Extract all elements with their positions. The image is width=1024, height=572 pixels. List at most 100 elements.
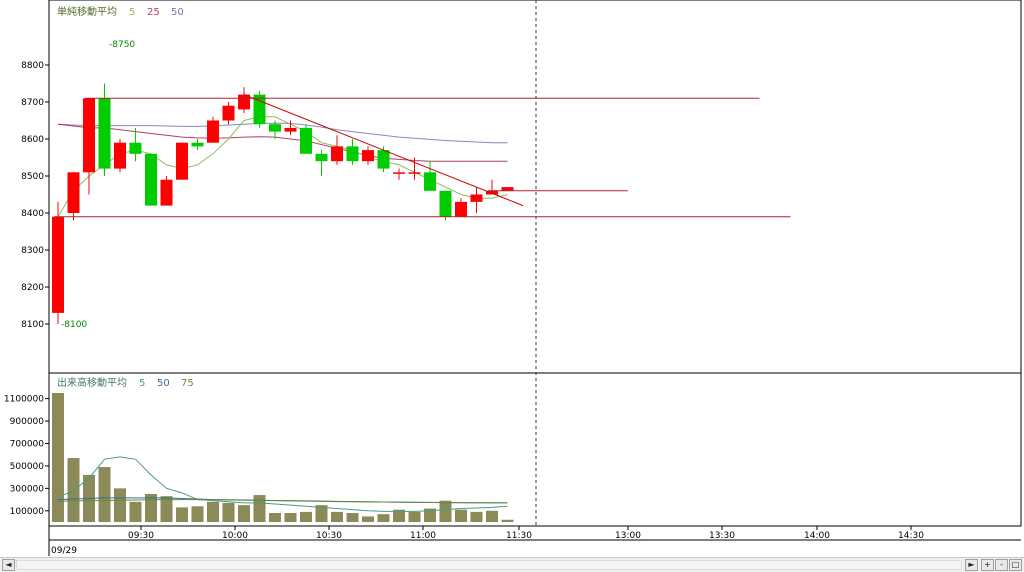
candle-body (83, 98, 95, 173)
price-tick-label: 8100 (21, 320, 44, 330)
time-tick-label: 11:00 (410, 531, 436, 541)
volume-bar (160, 496, 173, 522)
time-tick-label: 13:30 (709, 531, 735, 541)
candle-body (222, 105, 235, 121)
volume-indicator-legend: 出来高移動平均 5 50 75 (57, 376, 194, 389)
volume-bar (114, 488, 126, 522)
price-tick-label: 8200 (21, 283, 44, 293)
volume-bar (455, 509, 467, 522)
volume-ma5-line (57, 456, 508, 512)
volume-bar (377, 514, 390, 522)
volume-bar (501, 519, 514, 522)
volume-bar (253, 495, 266, 522)
volume-bar (424, 508, 436, 522)
price-ma25-line (57, 123, 508, 162)
ma-period-50: 50 (171, 7, 184, 18)
price-indicator-label: 単純移動平均 (57, 5, 117, 18)
candle-body (486, 190, 498, 195)
candle-body (377, 150, 390, 169)
volume-bar (362, 516, 374, 522)
scroll-right-button[interactable]: ► (965, 559, 978, 571)
candle-body (67, 172, 80, 213)
volume-bar (145, 493, 157, 522)
ma-period-5: 5 (129, 7, 135, 18)
candle-body (470, 194, 483, 202)
volume-y-axis: 100000 300000 500000 700000 900000 1100000 (4, 395, 49, 517)
volume-bar (98, 467, 111, 522)
reset-view-button[interactable]: □ (1009, 559, 1022, 571)
volume-indicator-label: 出来高移動平均 (57, 376, 127, 389)
low-marker: -8100 (61, 320, 87, 330)
scroll-track[interactable] (16, 560, 962, 570)
volume-bar (284, 513, 297, 522)
volume-bar (346, 513, 359, 522)
high-marker: -8750 (109, 40, 135, 50)
volume-tick-label: 100000 (10, 507, 45, 517)
candle-body (160, 179, 173, 206)
volume-bar (439, 500, 452, 522)
volume-tick-label: 1100000 (4, 395, 44, 405)
volume-bar (176, 507, 188, 522)
ma-period-25: 25 (147, 7, 160, 18)
horizontal-scrollbar[interactable]: ◄ ► + - □ (0, 557, 1024, 572)
volume-bar (300, 511, 312, 522)
volume-bar (331, 511, 343, 522)
volume-bar (408, 511, 421, 522)
volume-bar (129, 501, 142, 522)
time-tick-label: 14:30 (898, 531, 924, 541)
date-label: 09/29 (51, 546, 77, 556)
time-tick-label: 10:30 (316, 531, 342, 541)
volume-bar (315, 505, 328, 522)
volume-bar (207, 501, 219, 522)
candle-body (300, 127, 312, 154)
price-tick-label: 8800 (21, 61, 44, 71)
volume-bar (191, 506, 204, 522)
candle-body (129, 142, 142, 154)
volume-bar (470, 511, 483, 522)
candlesticks (52, 83, 514, 324)
price-tick-label: 8500 (21, 172, 44, 182)
time-tick-label: 14:00 (804, 531, 830, 541)
volume-tick-label: 500000 (10, 462, 45, 472)
time-tick-label: 13:00 (615, 531, 641, 541)
price-indicator-legend: 単純移動平均 5 25 50 (57, 5, 184, 18)
volume-bar (486, 510, 498, 522)
price-tick-label: 8600 (21, 135, 44, 145)
chart-canvas: 8100 8200 8300 8400 8500 8600 8700 8800 100000 3… (4, 0, 1022, 556)
price-tick-label: 8400 (21, 209, 44, 219)
candle-body (269, 124, 281, 132)
scroll-left-button[interactable]: ◄ (2, 559, 15, 571)
volume-ma75-line (57, 499, 508, 504)
candle-body (408, 172, 421, 174)
candle-body (331, 146, 343, 162)
candle-body (362, 150, 374, 162)
candle-body (455, 201, 467, 217)
time-tick-label: 11:30 (506, 531, 532, 541)
candle-body (114, 142, 126, 169)
drawn-lines (54, 94, 791, 218)
volume-ma-lines (57, 456, 508, 512)
candle-body (346, 146, 359, 162)
candle-body (501, 187, 514, 191)
candle-body (315, 153, 328, 162)
candle-body (191, 142, 204, 147)
vol-ma-period-75: 75 (181, 378, 194, 389)
price-panel-frame (48, 0, 1022, 374)
price-y-axis: 8100 8200 8300 8400 8500 8600 8700 8800 (21, 61, 49, 330)
volume-bar (52, 393, 64, 522)
zoom-out-button[interactable]: - (995, 559, 1008, 571)
volume-tick-label: 700000 (10, 439, 45, 449)
volume-bar (238, 505, 250, 522)
candle-body (439, 190, 452, 217)
zoom-in-button[interactable]: + (981, 559, 994, 571)
candle-body (238, 94, 250, 110)
candle-body (393, 172, 405, 174)
vol-ma-period-50: 50 (157, 378, 170, 389)
volume-bar (269, 513, 281, 522)
price-tick-label: 8300 (21, 246, 44, 256)
candle-body (145, 153, 157, 206)
volume-bar (222, 502, 235, 522)
time-tick-label: 10:00 (222, 531, 248, 541)
trend-line (243, 94, 524, 207)
price-tick-label: 8700 (21, 98, 44, 108)
